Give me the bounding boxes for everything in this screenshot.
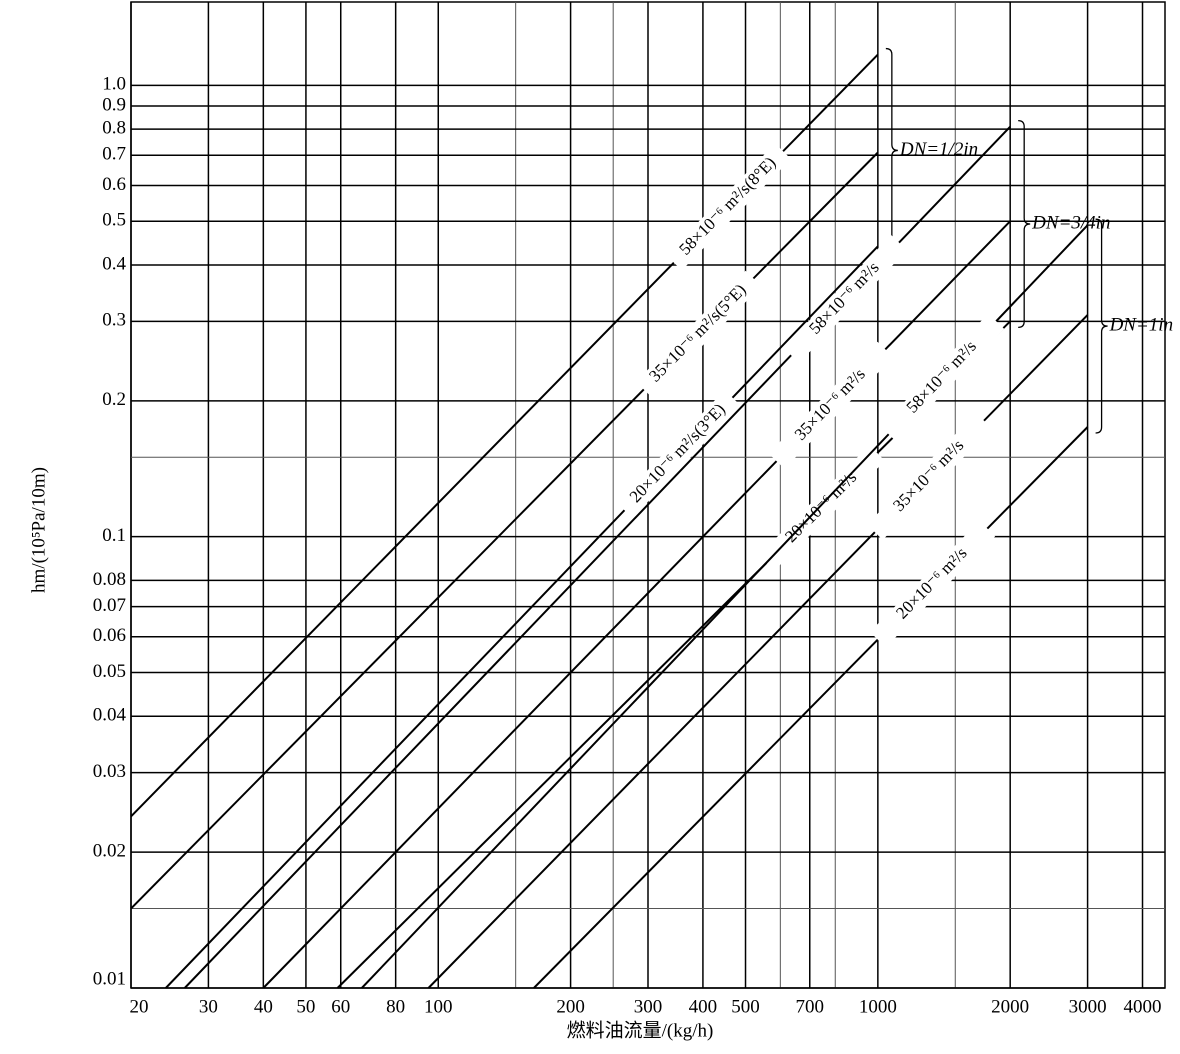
y-tick-label: 0.3	[102, 310, 126, 331]
x-tick-label: 500	[731, 996, 760, 1017]
x-tick-label: 40	[254, 996, 273, 1017]
group-label: DN=1/2in	[899, 139, 978, 160]
y-tick-label: 0.07	[93, 595, 126, 616]
line-label-group: 58×10⁻⁶ m²/s	[783, 235, 908, 363]
label-bg	[635, 270, 762, 398]
x-tick-label: 60	[331, 996, 350, 1017]
x-tick-label: 400	[689, 996, 718, 1017]
y-axis-title: hm/(10⁵Pa/10m)	[28, 467, 49, 593]
line-label: 58×10⁻⁶ m²/s	[903, 337, 980, 417]
y-tick-label: 0.04	[93, 705, 127, 726]
group-label: DN=3/4in	[1031, 212, 1110, 233]
line-label-group: 20×10⁻⁶ m²/s	[869, 520, 996, 648]
data-line	[262, 220, 1011, 989]
y-tick-label: 0.01	[93, 968, 126, 989]
x-axis-title: 燃料油流量/(kg/h)	[567, 1019, 714, 1041]
line-label-group: 35×10⁻⁶ m²/s(5°E)	[635, 270, 762, 398]
label-bg	[783, 235, 908, 363]
data-line	[533, 426, 1089, 989]
y-tick-label: 0.02	[93, 840, 126, 861]
line-label-group: 58×10⁻⁶ m²/s(8°E)	[666, 143, 791, 271]
line-label-group: 20×10⁻⁶ m²/s(3°E)	[616, 390, 741, 518]
x-tick-label: 50	[296, 996, 315, 1017]
y-tick-label: 0.8	[102, 117, 126, 138]
label-bg	[768, 341, 894, 469]
line-label: 35×10⁻⁶ m²/s(5°E)	[645, 280, 749, 385]
data-line	[427, 314, 1089, 989]
x-tick-label: 700	[796, 996, 825, 1017]
x-tick-label: 20	[130, 996, 149, 1017]
label-bg	[869, 520, 996, 648]
y-tick-label: 0.4	[102, 253, 126, 274]
x-tick-label: 200	[556, 996, 585, 1017]
y-tick-label: 0.6	[102, 174, 126, 195]
x-tick-label: 300	[634, 996, 663, 1017]
y-tick-label: 0.05	[93, 661, 126, 682]
line-label: 20×10⁻⁶ m²/s	[892, 543, 970, 622]
y-tick-label: 0.5	[102, 210, 126, 231]
x-tick-label: 30	[199, 996, 218, 1017]
x-tick-label: 100	[424, 996, 453, 1017]
brace	[1095, 218, 1108, 434]
line-label: 20×10⁻⁶ m²/s(3°E)	[626, 400, 729, 507]
y-tick-label: 0.08	[93, 569, 126, 590]
brace	[1018, 120, 1031, 328]
label-bg	[666, 143, 791, 271]
x-tick-label: 3000	[1069, 996, 1107, 1017]
x-tick-label: 80	[386, 996, 405, 1017]
x-tick-label: 4000	[1124, 996, 1162, 1017]
label-bg	[616, 390, 741, 518]
label-bg	[866, 413, 992, 540]
line-label: 58×10⁻⁶ m²/s(8°E)	[675, 153, 779, 259]
label-bg	[758, 445, 885, 571]
data-line	[165, 245, 879, 989]
x-tick-label: 1000	[859, 996, 897, 1017]
x-tick-label: 2000	[991, 996, 1029, 1017]
line-label: 35×10⁻⁶ m²/s	[791, 364, 869, 443]
y-tick-label: 0.2	[102, 389, 126, 410]
group-label: DN=1in	[1109, 314, 1174, 335]
line-label: 58×10⁻⁶ m²/s	[805, 258, 883, 338]
line-label-group: 35×10⁻⁶ m²/s	[866, 413, 992, 540]
label-bg	[880, 313, 1005, 442]
y-tick-label: 1.0	[102, 74, 126, 95]
y-tick-label: 0.9	[102, 94, 126, 115]
y-tick-label: 0.06	[93, 625, 126, 646]
data-line	[130, 151, 879, 910]
y-tick-label: 0.03	[93, 761, 126, 782]
y-tick-label: 0.7	[102, 144, 126, 165]
y-tick-label: 0.1	[102, 525, 126, 546]
